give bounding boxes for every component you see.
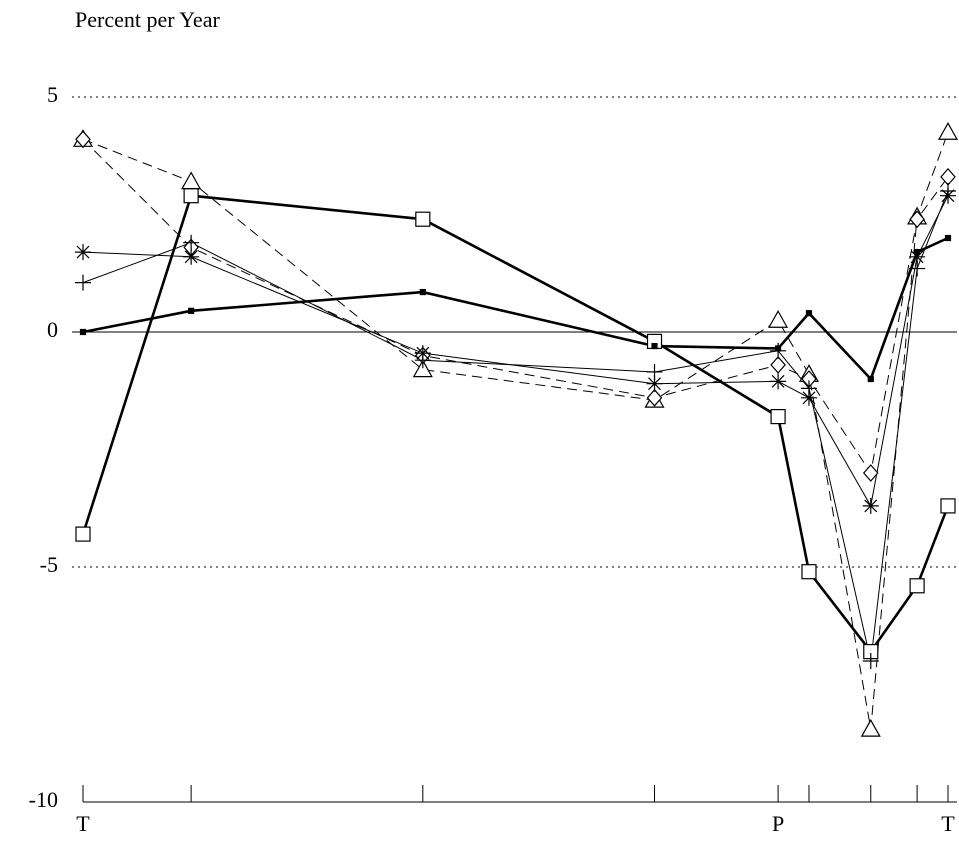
series-line bbox=[81, 194, 950, 654]
marker bbox=[75, 526, 91, 542]
marker bbox=[651, 343, 658, 350]
x-tick-label: P bbox=[772, 811, 784, 836]
marker bbox=[770, 409, 786, 425]
marker bbox=[75, 244, 91, 261]
y-tick-label: -5 bbox=[40, 552, 58, 577]
marker bbox=[800, 389, 817, 406]
marker bbox=[646, 363, 663, 380]
marker bbox=[862, 464, 879, 482]
marker bbox=[183, 234, 200, 251]
marker bbox=[646, 388, 663, 407]
x-tick-label: T bbox=[941, 811, 955, 836]
marker bbox=[940, 167, 956, 186]
series-line bbox=[82, 236, 949, 382]
marker bbox=[79, 328, 87, 336]
marker bbox=[770, 373, 787, 390]
marker bbox=[800, 380, 817, 397]
marker bbox=[183, 188, 199, 204]
marker bbox=[937, 122, 959, 140]
marker bbox=[646, 375, 663, 392]
series-line bbox=[82, 190, 949, 662]
marker bbox=[183, 248, 200, 265]
marker bbox=[75, 274, 91, 291]
marker bbox=[940, 498, 956, 514]
marker bbox=[188, 307, 195, 314]
y-tick-label: 5 bbox=[47, 82, 58, 107]
y-tick-label: -10 bbox=[29, 787, 58, 812]
marker bbox=[412, 359, 433, 378]
marker bbox=[862, 653, 879, 669]
marker bbox=[805, 310, 813, 317]
x-tick-label: T bbox=[76, 811, 90, 836]
marker bbox=[768, 310, 789, 328]
marker bbox=[909, 210, 925, 229]
marker bbox=[909, 260, 926, 277]
marker bbox=[770, 342, 787, 359]
marker bbox=[944, 234, 952, 242]
marker bbox=[415, 211, 431, 227]
marker bbox=[940, 183, 956, 199]
series-line bbox=[82, 138, 949, 475]
marker bbox=[909, 248, 926, 265]
y-tick-label: 0 bbox=[47, 317, 58, 342]
series-line bbox=[82, 132, 949, 730]
marker bbox=[867, 375, 874, 383]
marker bbox=[419, 288, 426, 296]
marker bbox=[801, 564, 817, 580]
marker bbox=[862, 497, 879, 514]
marker bbox=[860, 718, 881, 737]
marker bbox=[770, 355, 786, 374]
chart-title: Percent per Year bbox=[75, 7, 220, 32]
series-line bbox=[82, 195, 949, 508]
marker bbox=[414, 352, 431, 369]
marker bbox=[75, 130, 91, 149]
marker bbox=[909, 578, 925, 594]
marker bbox=[181, 171, 202, 190]
